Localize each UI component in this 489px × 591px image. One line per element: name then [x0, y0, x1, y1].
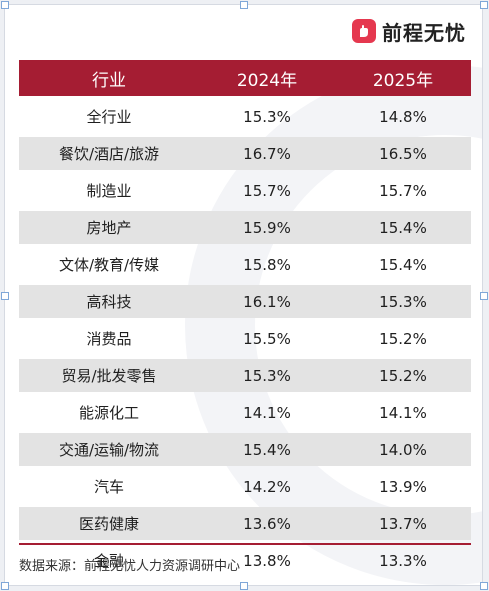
cell-2025: 15.4% — [335, 211, 471, 244]
cell-industry: 汽车 — [93, 478, 124, 496]
table-row: 文体/教育/传媒 15.8% 15.4% — [19, 248, 471, 281]
cell-industry: 文体/教育/传媒 — [58, 256, 160, 274]
cell-2024: 14.1% — [243, 403, 291, 422]
table-row: 医药健康 13.6% 13.7% — [19, 507, 471, 540]
cell-2024: 15.3% — [199, 359, 335, 392]
hand-logo-icon — [352, 19, 376, 43]
cell-2025: 13.7% — [335, 507, 471, 540]
table-row: 制造业 15.7% 15.7% — [19, 174, 471, 207]
resize-handle-right[interactable] — [480, 292, 488, 300]
cell-2024: 13.8% — [243, 551, 291, 570]
table-row: 贸易/批发零售 15.3% 15.2% — [19, 359, 471, 392]
cell-industry: 消费品 — [86, 330, 132, 348]
cell-industry: 贸易/批发零售 — [19, 359, 199, 392]
cell-industry: 餐饮/酒店/旅游 — [19, 137, 199, 170]
table-row: 餐饮/酒店/旅游 16.7% 16.5% — [19, 137, 471, 170]
table-row: 汽车 14.2% 13.9% — [19, 470, 471, 503]
cell-industry: 医药健康 — [19, 507, 199, 540]
table-row: 高科技 16.1% 15.3% — [19, 285, 471, 318]
resize-handle-top-left[interactable] — [1, 1, 9, 9]
cell-2024: 15.4% — [199, 433, 335, 466]
resize-handle-bottom-left[interactable] — [1, 582, 9, 590]
table-row: 全行业 15.3% 14.8% — [19, 100, 471, 133]
table-row: 金融 13.8% 13.3% — [19, 544, 471, 577]
table-row: 房地产 15.9% 15.4% — [19, 211, 471, 244]
cell-industry: 金融 — [93, 552, 124, 570]
cell-industry: 高科技 — [19, 285, 199, 318]
cell-2025: 13.9% — [379, 477, 427, 496]
cell-industry: 房地产 — [19, 211, 199, 244]
cell-2024: 15.3% — [243, 107, 291, 126]
brand-logo: 前程无忧 — [352, 17, 466, 45]
resize-handle-top-right[interactable] — [480, 1, 488, 9]
cell-industry: 交通/运输/物流 — [19, 433, 199, 466]
brand-name: 前程无忧 — [382, 20, 466, 45]
cell-industry: 制造业 — [86, 182, 132, 200]
header-industry: 行业 — [19, 60, 199, 96]
header-2025: 2025年 — [335, 60, 471, 96]
table-figure: 前程无忧 行业 2024年 2025年 全行业 15.3% 14.8% 餐饮/酒… — [4, 4, 483, 586]
cell-2025: 15.2% — [379, 329, 427, 348]
resize-handle-bottom[interactable] — [240, 582, 248, 590]
cell-2025: 13.3% — [379, 551, 427, 570]
industry-rate-table: 行业 2024年 2025年 全行业 15.3% 14.8% 餐饮/酒店/旅游 … — [19, 56, 471, 581]
cell-2024: 14.2% — [243, 477, 291, 496]
source-note: 数据来源：前程无忧人力资源调研中心 — [19, 543, 471, 574]
table-row: 消费品 15.5% 15.2% — [19, 322, 471, 355]
cell-2025: 14.1% — [379, 403, 427, 422]
cell-2025: 14.0% — [335, 433, 471, 466]
table-row: 能源化工 14.1% 14.1% — [19, 396, 471, 429]
cell-2025: 15.3% — [335, 285, 471, 318]
table-row: 交通/运输/物流 15.4% 14.0% — [19, 433, 471, 466]
cell-2024: 15.7% — [243, 181, 291, 200]
cell-2025: 15.4% — [379, 255, 427, 274]
cell-2024: 13.6% — [199, 507, 335, 540]
cell-industry: 全行业 — [86, 108, 132, 126]
cell-2025: 15.2% — [335, 359, 471, 392]
header-2024: 2024年 — [199, 60, 335, 96]
cell-2025: 16.5% — [335, 137, 471, 170]
cell-2024: 16.1% — [199, 285, 335, 318]
cell-2024: 15.9% — [199, 211, 335, 244]
table-header-row: 行业 2024年 2025年 — [19, 60, 471, 96]
resize-handle-left[interactable] — [1, 292, 9, 300]
cell-2024: 16.7% — [199, 137, 335, 170]
resize-handle-top[interactable] — [240, 1, 248, 9]
cell-2025: 14.8% — [379, 107, 427, 126]
cell-2024: 15.8% — [243, 255, 291, 274]
resize-handle-bottom-right[interactable] — [480, 582, 488, 590]
cell-2025: 15.7% — [379, 181, 427, 200]
cell-2024: 15.5% — [243, 329, 291, 348]
cell-industry: 能源化工 — [78, 404, 139, 422]
